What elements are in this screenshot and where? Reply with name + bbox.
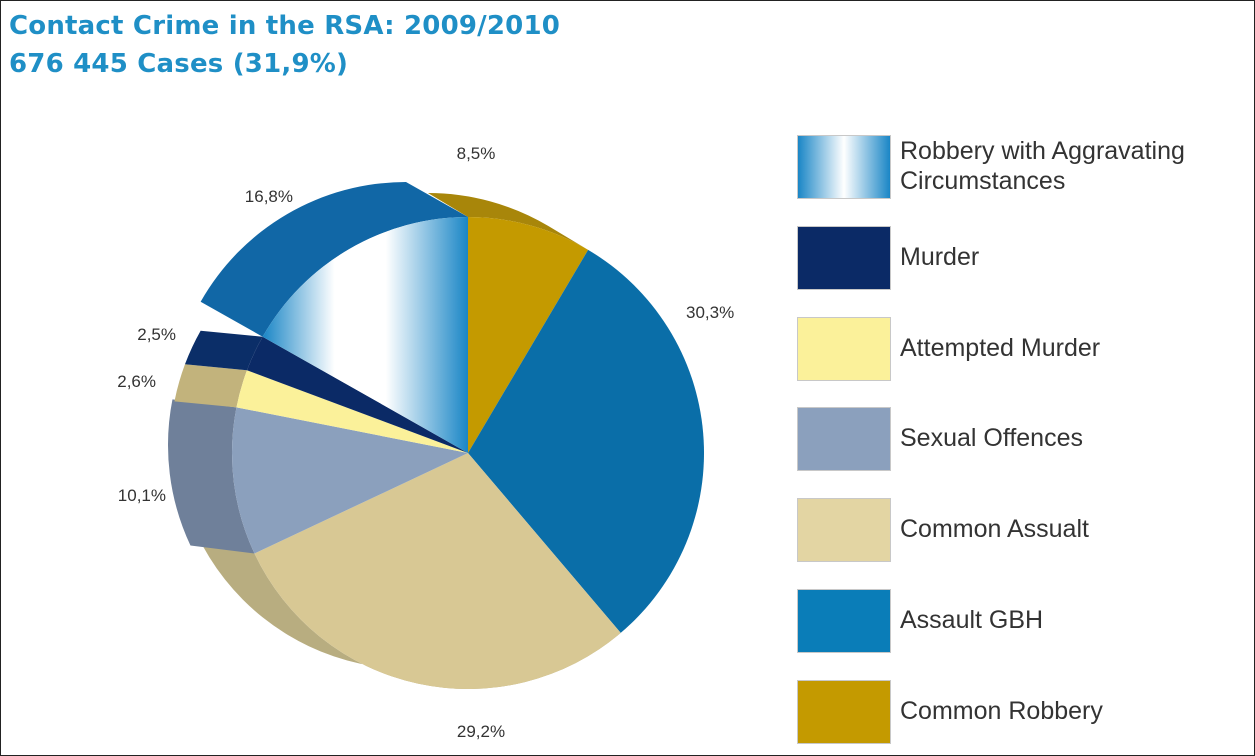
legend-swatch bbox=[797, 498, 891, 562]
pie-labels: 8,5% 30,3% 29,2% 10,1% 2,6% 2,5% 16,8% bbox=[117, 144, 734, 741]
pie-label-common-assualt: 29,2% bbox=[457, 722, 505, 741]
pie-slice-common-assualt bbox=[254, 453, 621, 689]
pie-label-attempted-murder: 2,6% bbox=[117, 372, 156, 391]
legend-item-robbery-with-aggravating-circumstances: Robbery with Aggravating Circumstances bbox=[797, 135, 1237, 201]
legend-swatch bbox=[797, 680, 891, 744]
pie-label-common-robbery: 8,5% bbox=[457, 144, 496, 163]
legend-label: Murder bbox=[900, 243, 980, 271]
pie-slice-assault-gbh bbox=[468, 249, 704, 633]
pie-label-murder: 2,5% bbox=[137, 325, 176, 344]
pie-slice-sexual-offences bbox=[231, 407, 468, 554]
legend-label: Attempted Murder bbox=[900, 334, 1101, 362]
legend-swatch bbox=[797, 589, 891, 653]
pie-rim-attempted-murder bbox=[174, 364, 247, 408]
legend-item-attempted-murder: Attempted Murder bbox=[797, 317, 1237, 383]
pie-slice-common-robbery bbox=[468, 217, 589, 453]
legend-label: Common Assualt bbox=[900, 515, 1089, 543]
pie-slices bbox=[168, 182, 704, 689]
pie-slice-robbery-with-aggravating-circumstances bbox=[262, 217, 468, 453]
pie-slice-murder bbox=[246, 336, 468, 453]
pie-label-robbery-with-aggravating-circumstances: 16,8% bbox=[245, 187, 293, 206]
legend-item-common-robbery: Common Robbery bbox=[797, 680, 1237, 746]
pie-rim-robbery-with-aggravating-circumstances bbox=[200, 182, 468, 337]
legend-label: Common Robbery bbox=[900, 697, 1103, 725]
pie-label-sexual-offences: 10,1% bbox=[118, 486, 166, 505]
chart-subtitle: 676 445 Cases (31,9%) bbox=[9, 49, 349, 79]
legend-label: Sexual Offences bbox=[900, 424, 1083, 452]
legend-swatch bbox=[797, 407, 891, 471]
pie-rim-sexual-offences bbox=[168, 399, 255, 554]
legend-item-murder: Murder bbox=[797, 226, 1237, 292]
pie-label-assault-gbh: 30,3% bbox=[686, 303, 734, 322]
legend-swatch bbox=[797, 317, 891, 381]
legend-item-assault-gbh: Assault GBH bbox=[797, 589, 1237, 655]
legend-swatch bbox=[797, 226, 891, 290]
pie-slice-attempted-murder bbox=[236, 370, 468, 453]
legend-label: Robbery with Aggravating Circumstances bbox=[900, 137, 1185, 195]
legend-label: Assault GBH bbox=[900, 606, 1044, 634]
pie-rim-common-robbery bbox=[428, 193, 589, 250]
legend-item-sexual-offences: Sexual Offences bbox=[797, 407, 1237, 473]
legend-item-common-assualt: Common Assualt bbox=[797, 498, 1237, 564]
pie-rim-murder bbox=[184, 330, 263, 371]
chart-title: Contact Crime in the RSA: 2009/2010 bbox=[9, 11, 561, 41]
legend-swatch bbox=[797, 135, 891, 199]
